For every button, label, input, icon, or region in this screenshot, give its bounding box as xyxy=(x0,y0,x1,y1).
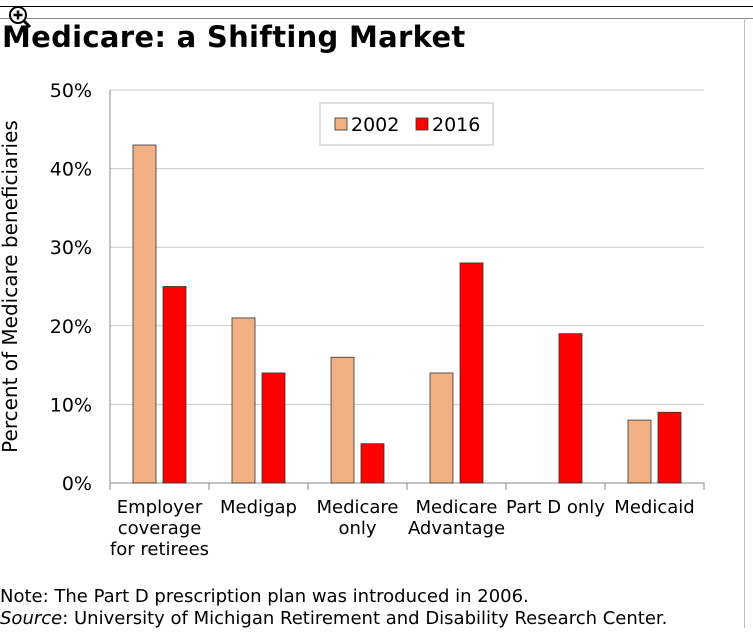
x-tick-label: Medicaid xyxy=(614,497,694,518)
x-tick-label: only xyxy=(338,518,376,539)
x-tick-label: coverage xyxy=(118,518,202,539)
bar-2002-5 xyxy=(627,419,652,484)
legend-swatch-2002 xyxy=(334,117,348,131)
y-axis-label: Percent of Medicare beneficiaries xyxy=(0,120,22,453)
x-tick-label: for retirees xyxy=(110,539,209,560)
y-tick-label: 50% xyxy=(50,80,92,102)
bar-2016-1 xyxy=(261,372,286,484)
y-tick-label: 10% xyxy=(50,394,92,416)
bar-2016-2 xyxy=(360,443,385,484)
legend-box xyxy=(319,102,494,146)
bar-chart: 0% 10% 20% 30% 40% 50% Percent of Medicare ben… xyxy=(0,80,705,560)
x-tick-label: Employer xyxy=(117,497,203,518)
x-tick-label: Medicare xyxy=(316,497,398,518)
y-tick-label: 40% xyxy=(50,159,92,181)
x-tick-label: Medigap xyxy=(220,497,297,518)
bar-2002-1 xyxy=(231,317,256,484)
bar-2016-3 xyxy=(459,262,484,484)
y-tick-label: 30% xyxy=(50,237,92,259)
top-border-inner xyxy=(0,18,753,19)
bar-2002-0 xyxy=(132,144,157,484)
legend-swatch-2016 xyxy=(415,117,429,131)
y-tick-label: 0% xyxy=(62,473,92,495)
y-tick-label: 20% xyxy=(50,316,92,338)
legend-label-2002: 2002 xyxy=(351,114,399,136)
bar-2016-5 xyxy=(657,411,682,484)
top-border xyxy=(0,6,753,7)
page-title: Medicare: a Shifting Market xyxy=(2,20,466,54)
x-tick-label: Part D only xyxy=(506,497,605,518)
chart-source: Source: University of Michigan Retiremen… xyxy=(0,608,667,629)
bar-2002-3 xyxy=(429,372,454,484)
x-tick-label: Medicare xyxy=(415,497,497,518)
bar-2002-2 xyxy=(330,356,355,484)
source-label: Source xyxy=(0,608,63,629)
chart-note: Note: The Part D prescription plan was i… xyxy=(0,586,529,607)
bar-2016-0 xyxy=(162,286,187,484)
x-tick-label: Advantage xyxy=(408,518,505,539)
source-text: : University of Michigan Retirement and … xyxy=(62,608,668,629)
zoom-in-icon[interactable] xyxy=(8,5,32,29)
legend-label-2016: 2016 xyxy=(432,114,480,136)
bar-2016-4 xyxy=(558,333,583,484)
right-border xyxy=(744,18,745,628)
